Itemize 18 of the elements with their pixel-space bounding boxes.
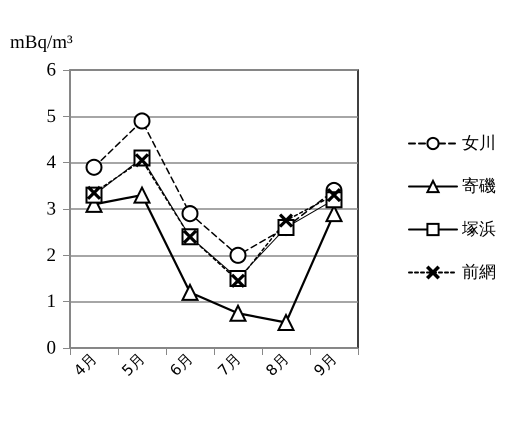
y-tick-label: 3 — [46, 198, 56, 220]
y-tick-label: 2 — [46, 244, 56, 266]
x-tick-label: 6月 — [166, 350, 196, 380]
y-tick-label: 0 — [46, 338, 56, 358]
y-tick-label: 4 — [46, 152, 56, 174]
y-tick-label: 1 — [46, 291, 56, 312]
legend-label: 女川 — [462, 134, 496, 154]
y-axis-title: mBq/m³ — [10, 32, 74, 53]
x-tick-label: 4月 — [70, 350, 100, 380]
legend-label: 前網 — [462, 262, 496, 282]
legend-label: 寄磯 — [462, 176, 496, 196]
x-tick-label: 5月 — [118, 350, 148, 380]
x-tick-label: 9月 — [310, 350, 340, 380]
y-tick-label: 5 — [46, 106, 56, 127]
x-tick-label: 8月 — [262, 350, 292, 380]
x-tick-label: 7月 — [214, 350, 244, 380]
legend-label: 塚浜 — [461, 220, 496, 240]
y-tick-label: 6 — [46, 60, 56, 80]
